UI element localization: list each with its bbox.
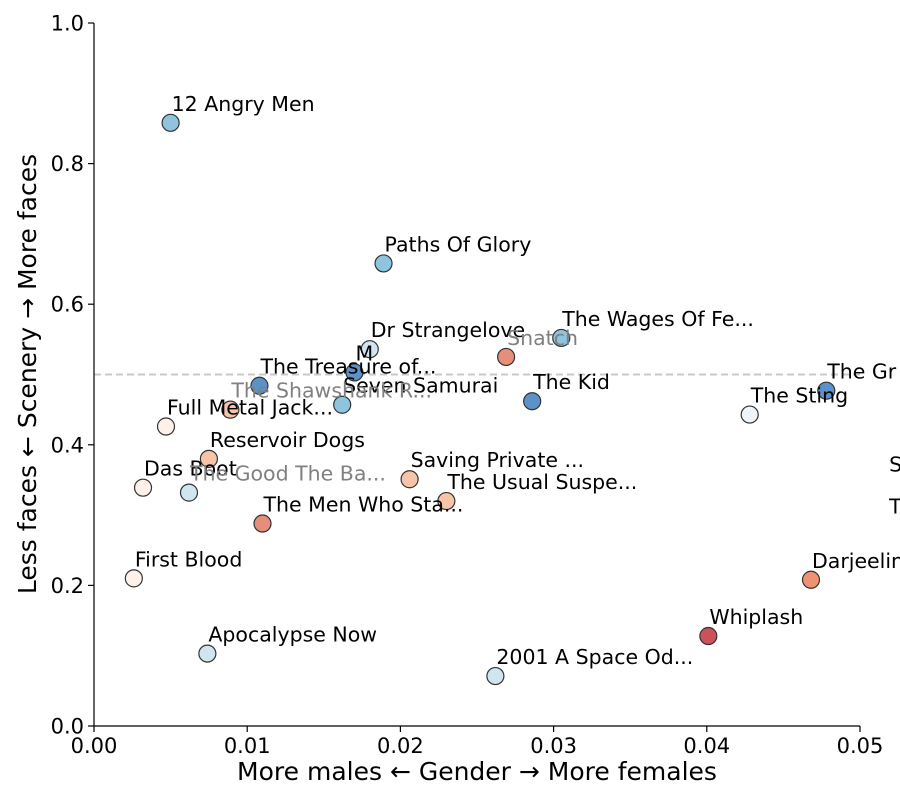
point-label: 2001 A Space Od... xyxy=(496,645,693,669)
y-tick-label: 0.0 xyxy=(51,715,84,739)
point-label: The Sting xyxy=(750,384,848,408)
axes xyxy=(93,23,860,727)
point-label: Snatch xyxy=(507,326,578,350)
point-label: Darjeelin xyxy=(812,549,900,573)
point-labels: 12 Angry Men Paths Of Glory The Wages Of F… xyxy=(135,92,900,669)
x-tick-label: 0.05 xyxy=(837,734,884,758)
x-tick-label: 0.04 xyxy=(683,734,730,758)
scatter-point xyxy=(198,644,217,663)
ticks: 0.00 0.01 0.02 0.03 0.04 0.05 0.0 0.2 0.4 0.6 0.8 1… xyxy=(51,12,884,759)
scatter-point xyxy=(740,405,759,424)
x-tick-label: 0.03 xyxy=(530,734,577,758)
point-label: The Men Who Sta... xyxy=(263,493,464,517)
scatter-point xyxy=(253,514,272,533)
point-label: M xyxy=(355,341,373,365)
scatter-point xyxy=(199,449,218,468)
point-label: Apocalypse Now xyxy=(208,623,377,647)
point-label: Das Boot xyxy=(144,457,237,481)
x-axis-label: More males ← Gender → More females xyxy=(237,757,717,786)
x-tick-label: 0.02 xyxy=(377,734,424,758)
point-label: The Gr xyxy=(826,360,897,384)
scatter-point xyxy=(124,569,143,588)
scatter-point xyxy=(699,626,718,646)
x-tick-label: 0.00 xyxy=(71,734,118,758)
scatter-point xyxy=(400,470,419,489)
point-label: The Shawshank R... xyxy=(230,379,432,403)
point-label: Reservoir Dogs xyxy=(210,428,365,452)
scatter-point xyxy=(801,570,821,589)
scatter-point xyxy=(156,417,176,436)
point-label: 12 Angry Men xyxy=(172,92,315,116)
scatter-point xyxy=(817,381,836,400)
x-tick-label: 0.01 xyxy=(224,734,271,758)
y-tick-label: 0.4 xyxy=(51,433,84,457)
point-label: Dr Strangelove xyxy=(371,318,525,342)
point-label: The Good The Ba... xyxy=(189,462,386,486)
y-axis-label: Less faces ← Scenery → More faces xyxy=(13,154,42,594)
point-label: First Blood xyxy=(135,547,243,571)
point-label: The Kid xyxy=(532,370,610,394)
point-label: Full Metal Jack... xyxy=(167,396,333,420)
point-label: S xyxy=(889,453,900,477)
scatter-point xyxy=(345,363,364,382)
scatter-point xyxy=(486,666,505,686)
scatter-point xyxy=(179,483,199,502)
y-tick-label: 0.2 xyxy=(51,574,84,598)
scatter-point xyxy=(523,392,542,411)
point-label: Seven Samurai xyxy=(343,374,498,398)
scatter-point xyxy=(250,376,269,395)
y-tick-label: 0.6 xyxy=(51,293,84,317)
y-tick-label: 0.8 xyxy=(51,152,84,176)
y-tick-label: 1.0 xyxy=(51,12,84,36)
scatter-point xyxy=(221,400,240,419)
point-label: Paths Of Glory xyxy=(385,232,532,256)
point-label: Saving Private ... xyxy=(411,448,584,472)
scatter-point xyxy=(497,347,516,367)
point-label: The Wages Of Fe... xyxy=(561,307,754,331)
point-label: Whiplash xyxy=(709,605,803,629)
point-label: T xyxy=(888,495,900,519)
scatter-point xyxy=(133,478,153,497)
point-label: The Treasure of... xyxy=(259,355,436,379)
scatter-point xyxy=(552,328,571,348)
scatter-point xyxy=(161,113,180,132)
scatter-point xyxy=(360,340,379,359)
scatter-point xyxy=(374,254,393,273)
point-label: The Usual Suspe... xyxy=(446,470,637,494)
points xyxy=(124,113,836,686)
scatter-point xyxy=(333,395,352,414)
scatter-point xyxy=(437,491,456,511)
